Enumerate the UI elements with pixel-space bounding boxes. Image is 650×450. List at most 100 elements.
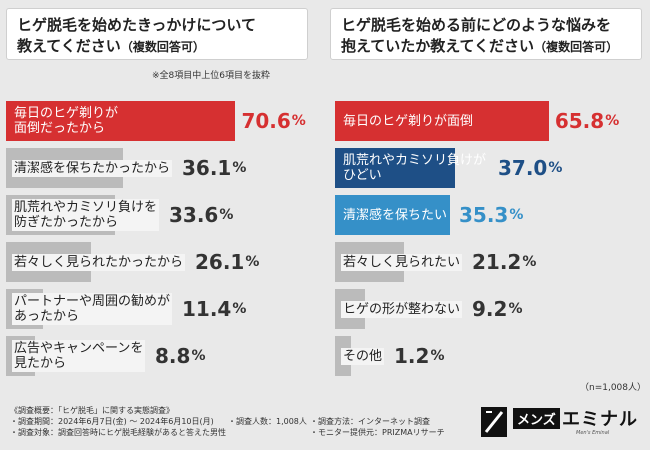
bar-value-percent: % xyxy=(232,160,247,176)
bar-value: 36.1% xyxy=(182,148,246,188)
bar-value-number: 37.0 xyxy=(498,156,548,180)
bar-row: 清潔感を保ちたかったから 36.1% xyxy=(6,148,316,188)
bar-value: 11.4% xyxy=(182,289,246,329)
bar-value-number: 35.3 xyxy=(459,203,509,227)
bar-label: 肌荒れやカミソリ負けを 防ぎたかったから xyxy=(6,195,160,235)
bar-label: 清潔感を保ちたい xyxy=(335,195,449,235)
bar-label: 若々しく見られたい xyxy=(335,242,463,282)
bar-value: 35.3% xyxy=(459,195,523,235)
bar-value-percent: % xyxy=(509,207,524,223)
right-bar-chart: 毎日のヒゲ剃りが面倒 65.8% 肌荒れやカミソリ負けが ひどい 37.0% 清潔感を保ち… xyxy=(335,101,645,376)
bar-value: 21.2% xyxy=(472,242,536,282)
bar-value: 9.2% xyxy=(472,289,522,329)
bar-value: 8.8% xyxy=(155,336,205,376)
bar-value-number: 65.8 xyxy=(554,109,605,133)
bar-label-text: 清潔感を保ちたかったから xyxy=(12,159,173,177)
left-bar-chart: 毎日のヒゲ剃りが 面倒だったから 70.6% 清潔感を保ちたかったから 36.1% 肌荒れ… xyxy=(6,101,316,376)
logo-mark-icon xyxy=(481,407,507,437)
bar-label: 毎日のヒゲ剃りが面倒 xyxy=(335,101,475,141)
bar-value-number: 36.1 xyxy=(182,156,232,180)
bar-value-number: 9.2 xyxy=(472,297,508,321)
bar-value-percent: % xyxy=(508,301,523,317)
bar-value-number: 33.6 xyxy=(169,203,219,227)
bar-row: パートナーや周囲の勧めが あったから 11.4% xyxy=(6,289,316,329)
bar xyxy=(335,148,456,188)
bar-label: 肌荒れやカミソリ負けが ひどい xyxy=(335,148,488,188)
mens-eminal-logo: メンズ エミナル Men's Eminal xyxy=(480,402,645,444)
survey-count: ・調査人数：1,008人 xyxy=(228,417,307,426)
bar-value-percent: % xyxy=(245,254,260,270)
left-title-sub: （複数回答可） xyxy=(120,40,205,54)
bar-value-percent: % xyxy=(291,113,306,129)
excerpt-note: ※全8項目中上位6項目を抜粋 xyxy=(152,71,270,81)
bar-label-text: 広告やキャンペーンを 見たから xyxy=(12,340,146,372)
bar-label: ヒゲの形が整わない xyxy=(335,289,463,329)
left-panel-title: ヒゲ脱毛を始めたきっかけについて 教えてください（複数回答可） xyxy=(6,8,308,60)
bar-label: パートナーや周囲の勧めが あったから xyxy=(6,289,173,329)
bar-value: 33.6% xyxy=(169,195,233,235)
bar-value-percent: % xyxy=(605,113,620,129)
bar-label: 清潔感を保ちたかったから xyxy=(6,148,173,188)
bar-value-percent: % xyxy=(430,348,445,364)
bar xyxy=(335,101,549,141)
bar-value-number: 70.6 xyxy=(241,109,291,133)
bar-value: 65.8% xyxy=(555,101,619,141)
right-title-line1: ヒゲ脱毛を始める前にどのような悩みを xyxy=(341,16,612,34)
bar-row: 肌荒れやカミソリ負けを 防ぎたかったから 33.6% xyxy=(6,195,316,235)
logo-mens: メンズ xyxy=(513,408,560,429)
bar-value-percent: % xyxy=(522,254,537,270)
logo-name: エミナル xyxy=(562,409,638,430)
bar-value-percent: % xyxy=(548,160,563,176)
bar-label: その他 xyxy=(335,336,385,376)
bar-label: 若々しく見られたかったから xyxy=(6,242,186,282)
bar-value-number: 8.8 xyxy=(155,344,191,368)
bar-row: その他 1.2% xyxy=(335,336,645,376)
bar-label-text: その他 xyxy=(341,347,385,365)
survey-period: ・調査期間：2024年6月7日(金) ～ 2024年6月10日(月) xyxy=(10,417,214,426)
bar-row: 毎日のヒゲ剃りが 面倒だったから 70.6% xyxy=(6,101,316,141)
bar-label-text: 肌荒れやカミソリ負けが ひどい xyxy=(343,153,487,183)
right-title-sub: （複数回答可） xyxy=(534,40,619,54)
bar-label-text: 清潔感を保ちたい xyxy=(343,207,448,223)
survey-target: ・調査対象：調査回答時にヒゲ脱毛経験があると答えた男性 xyxy=(10,428,226,437)
bar-row: 毎日のヒゲ剃りが面倒 65.8% xyxy=(335,101,645,141)
bar-label-text: 毎日のヒゲ剃りが面倒 xyxy=(343,113,474,129)
survey-method: ・調査方法：インターネット調査 xyxy=(310,417,430,426)
bar-value: 37.0% xyxy=(498,148,562,188)
bar xyxy=(6,101,236,141)
bar-value: 26.1% xyxy=(195,242,259,282)
bar-value: 1.2% xyxy=(394,336,444,376)
bar-row: 清潔感を保ちたい 35.3% xyxy=(335,195,645,235)
logo-tagline: Men's Eminal xyxy=(576,430,610,436)
right-title-line2: 抱えていたか教えてください xyxy=(341,37,535,55)
bar-row: ヒゲの形が整わない 9.2% xyxy=(335,289,645,329)
bar-label-text: 若々しく見られたかったから xyxy=(12,253,186,271)
bar-row: 若々しく見られたい 21.2% xyxy=(335,242,645,282)
survey-provider: ・モニター提供元：PRIZMAリサーチ xyxy=(310,428,445,437)
bar-row: 肌荒れやカミソリ負けが ひどい 37.0% xyxy=(335,148,645,188)
bar-label: 毎日のヒゲ剃りが 面倒だったから xyxy=(6,101,120,141)
bar-label-text: 毎日のヒゲ剃りが 面倒だったから xyxy=(14,106,119,136)
bar-value-number: 1.2 xyxy=(394,344,430,368)
bar-label-text: 肌荒れやカミソリ負けを 防ぎたかったから xyxy=(12,199,160,231)
bar xyxy=(335,195,450,235)
bar-value-number: 26.1 xyxy=(195,250,245,274)
survey-overview: 《調査概要：「ヒゲ脱毛」に関する実態調査》 ・調査期間：2024年6月7日(金)… xyxy=(10,405,445,438)
bar-value-number: 21.2 xyxy=(472,250,522,274)
bar-value-percent: % xyxy=(219,207,234,223)
bar-row: 広告やキャンペーンを 見たから 8.8% xyxy=(6,336,316,376)
overview-heading: 《調査概要：「ヒゲ脱毛」に関する実態調査》 xyxy=(10,406,174,415)
bar-value-number: 11.4 xyxy=(182,297,232,321)
bar-label-text: ヒゲの形が整わない xyxy=(341,300,463,318)
bar-label-text: パートナーや周囲の勧めが あったから xyxy=(12,293,173,325)
left-title-line2: 教えてください xyxy=(17,37,121,55)
bar-label: 広告やキャンペーンを 見たから xyxy=(6,336,146,376)
sample-size-note: （n=1,008人） xyxy=(580,383,647,393)
right-panel-title: ヒゲ脱毛を始める前にどのような悩みを 抱えていたか教えてください（複数回答可） xyxy=(330,8,642,60)
bar-row: 若々しく見られたかったから 26.1% xyxy=(6,242,316,282)
bar-label-text: 若々しく見られたい xyxy=(341,253,463,271)
bar-value: 70.6% xyxy=(241,101,305,141)
bar-value-percent: % xyxy=(191,348,206,364)
bar-value-percent: % xyxy=(232,301,247,317)
left-title-line1: ヒゲ脱毛を始めたきっかけについて xyxy=(17,16,256,34)
